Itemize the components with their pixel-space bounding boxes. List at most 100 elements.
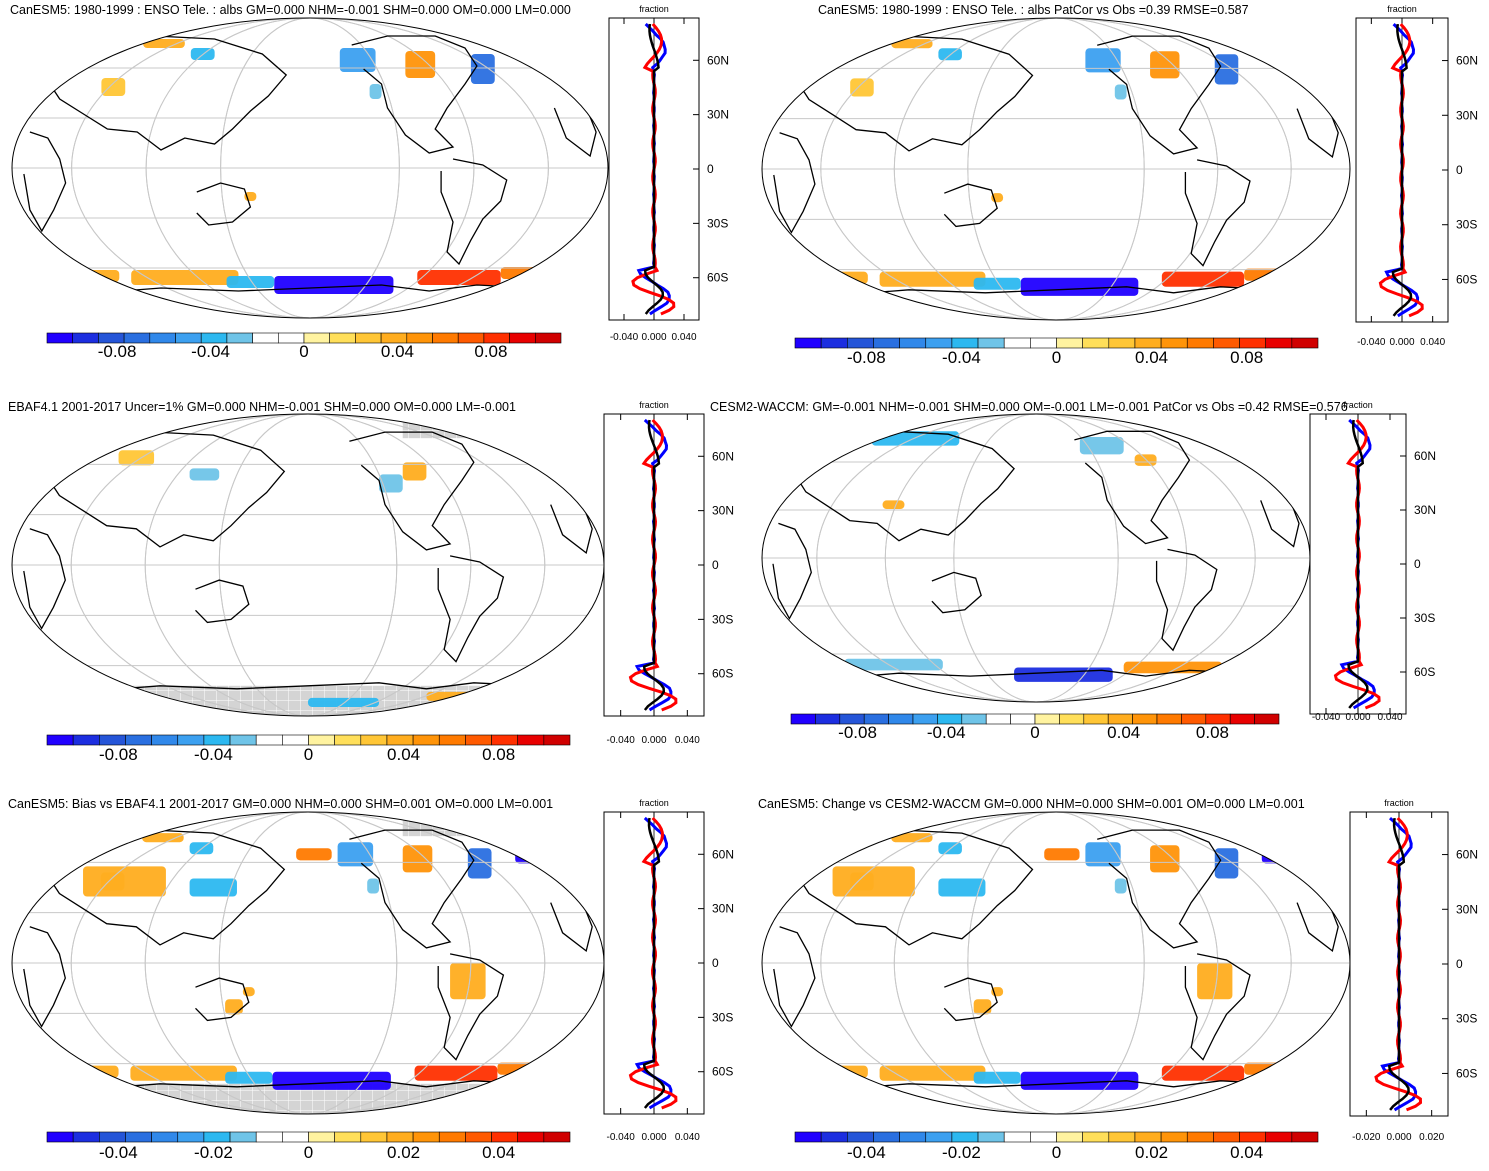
meridian-line — [893, 18, 1219, 320]
coastline — [23, 528, 66, 630]
anomaly-patch — [189, 468, 220, 481]
colorbar-swatch — [1059, 713, 1085, 725]
profile-x-label: 0.040 — [1420, 337, 1445, 348]
meridian-line — [953, 414, 1119, 702]
anomaly-patch — [973, 277, 1021, 290]
colorbar-swatch — [465, 734, 492, 746]
colorbar-swatch — [46, 734, 74, 746]
anomaly-patch — [339, 48, 376, 72]
map — [761, 811, 1351, 1115]
colorbar-swatch — [977, 1131, 1005, 1143]
profile-series-line — [1347, 419, 1369, 709]
panel-title: EBAF4.1 2001-2017 Uncer=1% GM=0.000 NHM=… — [8, 400, 516, 414]
panel-p3: EBAF4.1 2001-2017 Uncer=1% GM=0.000 NHM=… — [8, 400, 734, 764]
colorbar-swatch — [1229, 713, 1255, 725]
map-content — [12, 18, 608, 318]
colorbar: -0.08 -0.04 0 0.04 0.08 — [46, 734, 571, 764]
coastline — [437, 555, 505, 663]
colorbar-swatch — [543, 734, 571, 746]
map-content — [762, 414, 1310, 702]
profile-y-label: 60S — [712, 1065, 733, 1079]
anomaly-patch — [1044, 848, 1080, 861]
meridian-line — [967, 812, 1145, 1114]
anomaly-patch — [296, 848, 332, 861]
profile-x-label: -0.040 — [1357, 337, 1386, 348]
profile-y-label: 60N — [712, 847, 734, 861]
anomaly-patch — [1020, 1071, 1139, 1090]
profile-y-label: 30S — [1456, 218, 1477, 232]
profile-y-label: 30N — [1414, 503, 1436, 517]
colorbar-swatch — [1082, 1131, 1110, 1143]
meridian-line — [218, 414, 398, 716]
profile-series-line — [643, 23, 665, 315]
profile-y-label: 30S — [712, 1010, 733, 1024]
coastline — [794, 430, 1015, 542]
colorbar-swatch — [360, 734, 388, 746]
profile-x-label: 0.000 — [641, 332, 666, 343]
colorbar-tick-label: 0.04 — [387, 745, 420, 764]
profile-y-label: 60N — [712, 449, 734, 463]
profile-x-label: 0.020 — [1419, 1132, 1444, 1143]
colorbar-swatch — [790, 713, 816, 725]
profile-y-label: 60N — [1456, 848, 1478, 862]
colorbar-swatch — [46, 1131, 74, 1143]
anomaly-patch — [1079, 437, 1124, 455]
anomaly-patch — [467, 848, 492, 879]
meridian-line — [820, 812, 1292, 1114]
colorbar-swatch — [815, 713, 841, 725]
coastline — [437, 953, 505, 1061]
colorbar-swatch — [125, 734, 152, 746]
colorbar-swatch — [229, 1131, 257, 1143]
colorbar-swatch — [873, 1131, 900, 1143]
colorbar-swatch — [329, 332, 356, 344]
colorbar-tick-label: -0.02 — [194, 1143, 233, 1162]
panel-p4: CESM2-WACCM: GM=-0.001 NHM=-0.001 SHM=0.… — [710, 400, 1436, 742]
anomaly-patch — [832, 866, 915, 897]
anomaly-patch — [1261, 848, 1292, 864]
anomaly-patch — [1150, 51, 1180, 79]
profile-y-label: 60S — [707, 271, 728, 285]
profile-y-label: 30S — [1414, 611, 1435, 625]
colorbar-swatch — [820, 337, 848, 349]
colorbar-tick-label: 0.08 — [482, 745, 515, 764]
anomaly-patch — [402, 845, 433, 873]
colorbar-swatch — [355, 332, 382, 344]
profile-x-label: -0.040 — [606, 1132, 635, 1143]
colorbar-swatch — [151, 734, 179, 746]
anomaly-patch — [470, 54, 495, 84]
anomaly-patch — [369, 84, 382, 99]
profile-y-label: 0 — [1456, 957, 1463, 971]
colorbar-tick-label: 0.04 — [1135, 348, 1168, 367]
map — [761, 413, 1311, 703]
anomaly-patch — [844, 658, 943, 671]
colorbar-swatch — [985, 713, 1011, 725]
profile-y-label: 0 — [712, 558, 719, 572]
coastline — [46, 431, 286, 548]
colorbar-tick-label: -0.08 — [847, 348, 886, 367]
graticule — [12, 18, 608, 318]
colorbar-swatch — [432, 332, 459, 344]
anomaly-patch — [809, 1065, 868, 1078]
colorbar-tick-label: -0.08 — [99, 745, 138, 764]
colorbar-swatch — [899, 337, 927, 349]
anomaly-patch — [1134, 454, 1157, 466]
coastline — [195, 579, 250, 624]
colorbar-swatch — [334, 734, 362, 746]
coastline — [773, 926, 816, 1028]
anomaly-patch — [1161, 271, 1245, 287]
anomaly-patch — [83, 866, 166, 897]
colorbar-swatch — [951, 1131, 979, 1143]
anomaly-patch — [1085, 842, 1121, 867]
profile-series-line — [642, 419, 666, 711]
colorbar-swatch — [1186, 1131, 1214, 1143]
zonal-profile: fraction -0.020 0.000 0.020 60N 30N 0 30S 60S — [1349, 798, 1478, 1143]
map — [11, 17, 609, 319]
colorbar-tick-label: 0 — [1052, 348, 1061, 367]
colorbar-swatch — [1056, 1131, 1083, 1143]
colorbar-swatch — [465, 1131, 492, 1143]
profile-y-label: 30S — [712, 612, 733, 626]
colorbar-swatch — [72, 1131, 100, 1143]
anomaly-patch — [973, 999, 992, 1015]
